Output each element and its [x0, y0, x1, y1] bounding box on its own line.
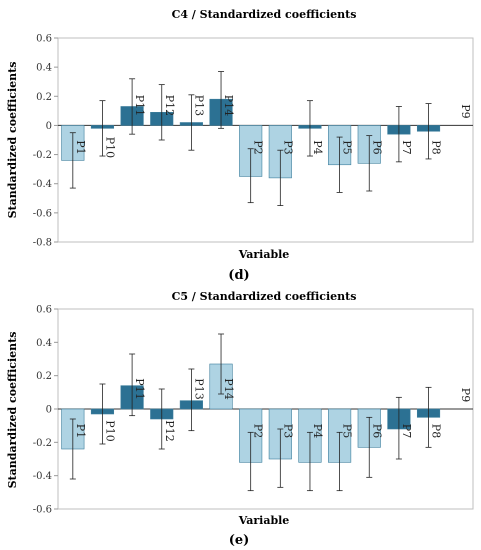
y-tick-label: 0.2: [36, 371, 52, 382]
y-tick-label: -0.8: [33, 238, 52, 249]
plot-area: [57, 37, 474, 243]
bar-label-p2: P2: [252, 424, 265, 438]
bar-label-p8: P8: [430, 424, 443, 438]
bar-label-p13: P13: [192, 378, 205, 399]
bar-label-p12: P12: [163, 420, 176, 441]
y-tick-label: 0.6: [36, 305, 52, 316]
bar-label-p2: P2: [252, 140, 265, 154]
bar-label-p4: P4: [311, 424, 324, 438]
y-axis-label: Standardized coefficients: [6, 332, 19, 489]
y-tick-label: -0.6: [33, 505, 52, 516]
y-tick-label: 0: [46, 121, 52, 132]
bar-label-p7: P7: [400, 140, 413, 154]
y-tick-label: 0.6: [36, 34, 52, 45]
bar-label-p5: P5: [341, 424, 354, 438]
chart-panel-d: C4 / Standardized coefficients Standardi…: [6, 8, 474, 283]
bar-label-p3: P3: [281, 424, 294, 438]
y-tick-label: -0.4: [33, 471, 52, 482]
y-tick-label: -0.6: [33, 208, 52, 219]
bar-label-p9: P9: [459, 388, 472, 402]
y-tick-label: 0.2: [36, 92, 52, 103]
bar-label-p9: P9: [459, 104, 472, 118]
bar-label-p4: P4: [311, 140, 324, 154]
chart-title: C4 / Standardized coefficients: [172, 8, 357, 21]
y-tick-label: 0.4: [36, 338, 52, 349]
bar-label-p10: P10: [103, 137, 116, 158]
y-tick-label: 0.4: [36, 63, 52, 74]
chart-panel-e: C5 / Standardized coefficients Standardi…: [6, 290, 474, 548]
bar-label-p13: P13: [192, 95, 205, 116]
bar-label-p5: P5: [341, 140, 354, 154]
y-tick-label: -0.2: [33, 438, 52, 449]
y-tick-label: 0: [46, 405, 52, 416]
bar-label-p1: P1: [74, 424, 87, 438]
y-tick-label: -0.4: [33, 179, 52, 190]
bar-label-p14: P14: [222, 95, 235, 116]
x-axis-label: Variable: [238, 514, 290, 527]
bar-label-p14: P14: [222, 378, 235, 399]
bar-label-p11: P11: [133, 378, 146, 399]
bar-label-p12: P12: [163, 95, 176, 116]
chart-title: C5 / Standardized coefficients: [172, 290, 357, 303]
panel-label: (e): [229, 533, 250, 548]
bar-label-p3: P3: [281, 140, 294, 154]
bar-label-p1: P1: [74, 140, 87, 154]
y-axis-label: Standardized coefficients: [6, 62, 19, 219]
y-tick-label: -0.2: [33, 150, 52, 161]
bar-label-p11: P11: [133, 95, 146, 116]
bar-label-p6: P6: [370, 424, 383, 438]
x-axis-label: Variable: [238, 248, 290, 261]
bar-label-p7: P7: [400, 424, 413, 438]
bar-label-p6: P6: [370, 140, 383, 154]
bar-label-p8: P8: [430, 140, 443, 154]
panel-label: (d): [228, 268, 249, 283]
bar-label-p10: P10: [103, 420, 116, 441]
